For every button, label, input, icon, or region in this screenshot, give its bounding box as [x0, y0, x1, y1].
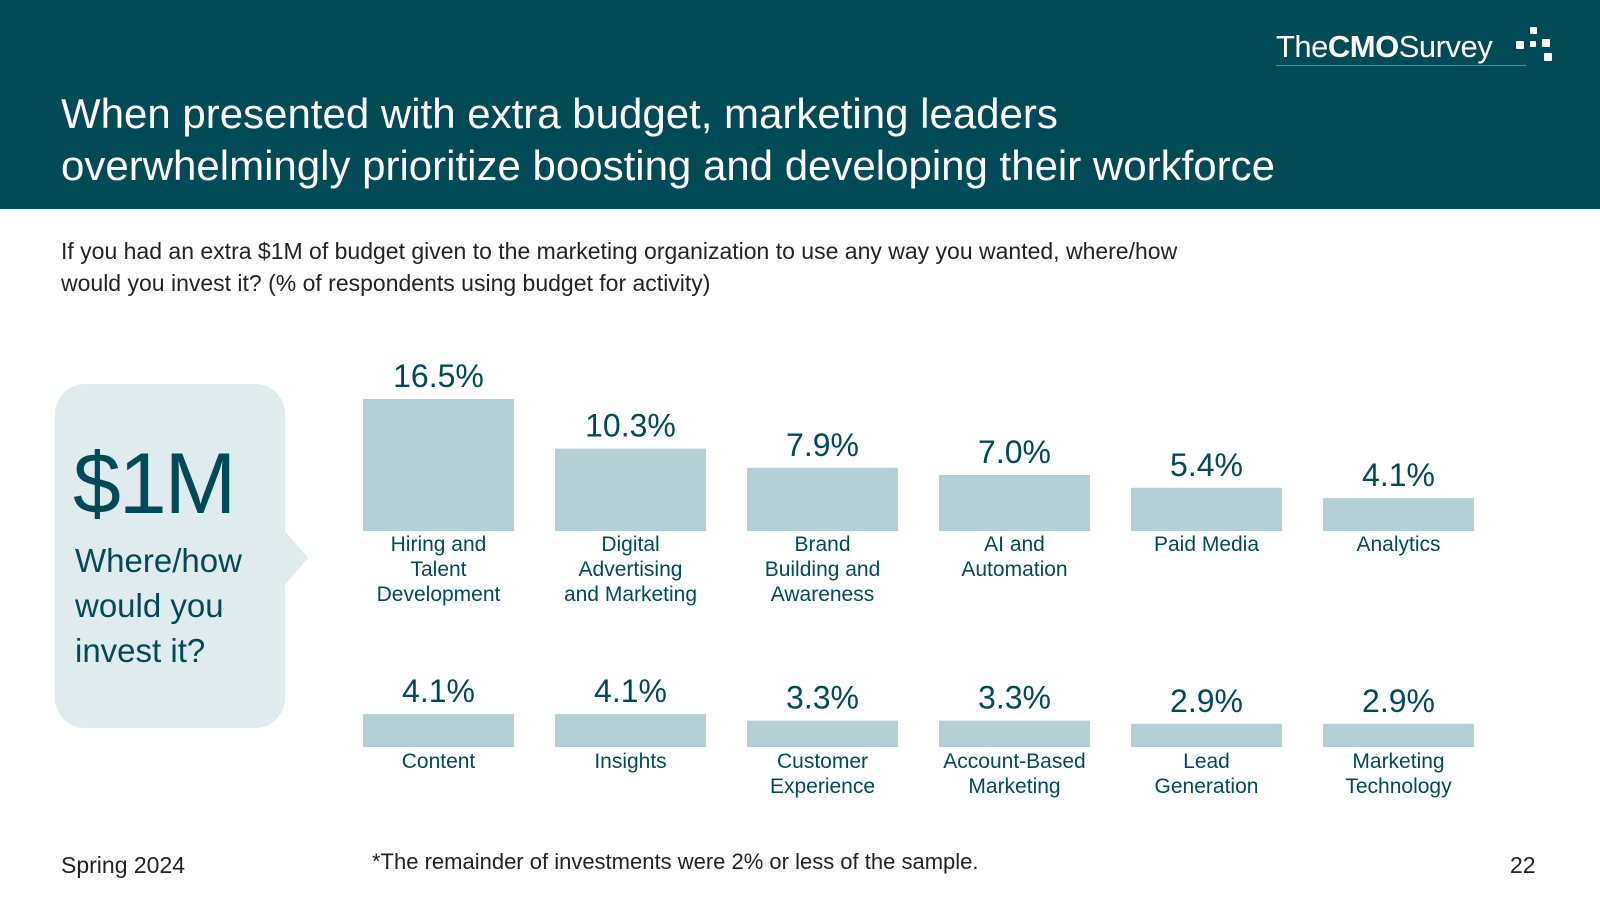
- footnote: *The remainder of investments were 2% or…: [372, 849, 979, 874]
- category-label-0-3-1: Automation: [961, 558, 1067, 581]
- subtitle-line-1: If you had an extra $1M of budget given …: [61, 238, 1178, 264]
- category-label-1-3-1: Marketing: [968, 775, 1060, 798]
- bar-1-4: [1131, 723, 1282, 747]
- category-label-1-2-0: Customer: [777, 750, 868, 773]
- category-label-1-2-1: Experience: [770, 775, 875, 798]
- category-label-0-2-1: Building and: [765, 558, 881, 581]
- category-label-1-5-1: Technology: [1345, 775, 1452, 798]
- value-label-1-2: 3.3%: [786, 680, 859, 716]
- category-label-1-1-0: Insights: [594, 750, 666, 773]
- value-label-0-1: 10.3%: [585, 408, 676, 444]
- value-label-1-3: 3.3%: [978, 680, 1051, 716]
- subtitle-line-2: would you invest it? (% of respondents u…: [61, 270, 711, 296]
- logo-underline: [1276, 65, 1526, 66]
- category-label-1-4-1: Generation: [1155, 775, 1259, 798]
- value-label-1-4: 2.9%: [1170, 683, 1243, 719]
- category-label-0-5-0: Analytics: [1356, 533, 1440, 556]
- bar-1-1: [555, 714, 706, 747]
- callout-line-2: would you: [75, 587, 224, 624]
- header-banner: When presented with extra budget, market…: [0, 0, 1600, 209]
- bar-1-5: [1323, 723, 1474, 747]
- page-title: When presented with extra budget, market…: [61, 88, 1461, 192]
- callout-question: Where/how would you invest it?: [75, 538, 275, 673]
- bar-1-3: [939, 720, 1090, 747]
- category-label-0-2-0: Brand: [794, 533, 850, 556]
- value-label-1-5: 2.9%: [1362, 683, 1435, 719]
- bar-1-2: [747, 720, 898, 747]
- callout-line-1: Where/how: [75, 542, 242, 579]
- value-label-0-4: 5.4%: [1170, 447, 1243, 483]
- value-label-1-0: 4.1%: [402, 673, 475, 709]
- callout-pointer: [284, 530, 308, 586]
- category-label-0-2-2: Awareness: [771, 583, 875, 606]
- bar-1-0: [363, 714, 514, 747]
- callout-box: $1M Where/how would you invest it?: [55, 384, 285, 728]
- value-label-0-2: 7.9%: [786, 427, 859, 463]
- category-label-0-1-1: Advertising: [579, 558, 683, 581]
- value-label-1-1: 4.1%: [594, 673, 667, 709]
- title-line-2: overwhelmingly prioritize boosting and d…: [61, 142, 1275, 189]
- logo-dots-icon: [1508, 27, 1566, 67]
- logo-prefix: The: [1276, 29, 1328, 64]
- category-label-0-3-0: AI and: [984, 533, 1045, 556]
- category-label-0-4-0: Paid Media: [1154, 533, 1259, 556]
- callout-line-3: invest it?: [75, 632, 206, 669]
- survey-question: If you had an extra $1M of budget given …: [61, 235, 1361, 299]
- category-label-0-0-2: Development: [377, 583, 501, 606]
- category-label-0-0-1: Talent: [410, 558, 466, 581]
- bar-0-2: [747, 467, 898, 531]
- bar-0-4: [1131, 487, 1282, 531]
- category-label-1-4-0: Lead: [1183, 750, 1230, 773]
- value-label-0-3: 7.0%: [978, 434, 1051, 470]
- logo-suffix: Survey: [1398, 29, 1493, 64]
- category-label-1-5-0: Marketing: [1352, 750, 1444, 773]
- page-number: 22: [1510, 852, 1536, 878]
- bar-0-1: [555, 448, 706, 531]
- category-label-0-1-2: and Marketing: [564, 583, 697, 606]
- category-label-0-1-0: Digital: [601, 533, 659, 556]
- value-label-0-5: 4.1%: [1362, 457, 1435, 493]
- title-line-1: When presented with extra budget, market…: [61, 90, 1058, 137]
- value-label-0-0: 16.5%: [393, 358, 484, 394]
- logo-wordmark: TheCMOSurvey: [1276, 29, 1493, 65]
- callout-amount: $1M: [73, 436, 236, 532]
- logo-strong: CMO: [1327, 29, 1399, 64]
- bar-0-0: [363, 399, 514, 531]
- bar-0-3: [939, 475, 1090, 531]
- category-label-1-0-0: Content: [402, 750, 476, 773]
- category-label-0-0-0: Hiring and: [391, 533, 487, 556]
- bar-0-5: [1323, 498, 1474, 531]
- cmo-survey-logo: TheCMOSurvey: [1276, 27, 1576, 67]
- survey-edition: Spring 2024: [61, 852, 186, 878]
- category-label-1-3-0: Account-Based: [943, 750, 1085, 773]
